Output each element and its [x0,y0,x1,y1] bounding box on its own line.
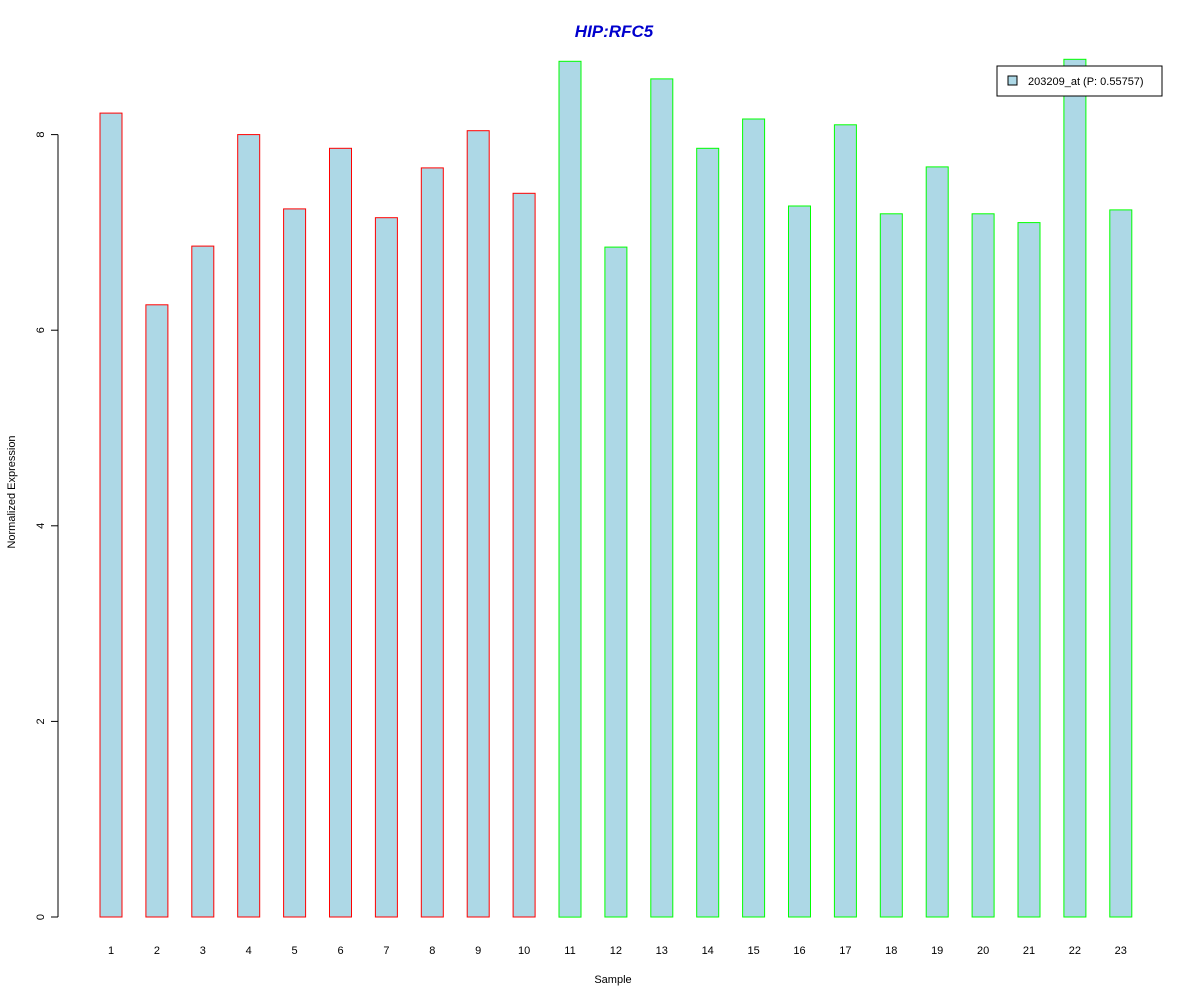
x-tick-label: 10 [518,945,530,957]
x-tick-label: 5 [292,945,298,957]
bar-sample-9 [466,130,490,918]
x-tick-label: 1 [108,945,114,957]
x-tick-label: 22 [1069,945,1081,957]
bar-sample-6 [329,147,352,918]
x-tick-label: 4 [246,945,252,957]
x-tick-label: 6 [337,945,343,957]
bar-sample-17 [833,124,857,918]
bar-sample-18 [879,213,903,918]
bar-sample-12 [604,246,628,918]
legend: 203209_at (P: 0.55757) [996,65,1163,97]
bar-sample-8 [420,167,444,918]
y-tick-label: 4 [35,523,47,529]
x-tick-label: 2 [154,945,160,957]
bar-sample-1 [99,112,123,918]
x-tick-label: 15 [747,945,759,957]
x-tick-label: 18 [885,945,897,957]
bar-sample-14 [696,147,720,918]
legend-box [996,65,1163,97]
x-tick-label: 23 [1115,945,1127,957]
bar-sample-23 [1109,209,1133,918]
bar-sample-21 [1017,222,1041,918]
bar-sample-16 [788,205,811,918]
x-tick-label: 14 [702,945,714,957]
bar-sample-10 [512,192,536,918]
x-tick-labels: 1 2 3 4 5 6 7 8 9 10 11 12 13 14 15 16 17 18 19 20 21 22 23 [108,945,1127,957]
x-tick-label: 19 [931,945,943,957]
y-axis-label: Normalized Expression [6,435,18,548]
bar-sample-13 [650,78,674,918]
y-tick-label: 2 [35,718,47,724]
bar-sample-2 [145,304,169,918]
y-tick-label: 6 [35,327,47,333]
x-tick-label: 3 [200,945,206,957]
x-tick-label: 7 [383,945,389,957]
x-tick-label: 16 [793,945,805,957]
bar-sample-20 [971,213,995,918]
bar-sample-4 [237,134,261,918]
bar-sample-19 [925,166,949,918]
x-tick-label: 8 [429,945,435,957]
x-tick-label: 20 [977,945,989,957]
bar-sample-15 [742,118,766,918]
x-axis-label: Sample [594,974,631,986]
legend-label: 203209_at (P: 0.55757) [1028,76,1144,88]
y-axis: 0 2 4 6 8 [35,132,59,920]
x-tick-label: 21 [1023,945,1035,957]
x-tick-label: 9 [475,945,481,957]
x-tick-label: 13 [656,945,668,957]
x-tick-label: 17 [839,945,851,957]
bar-sample-22 [1063,58,1087,918]
bar-sample-7 [374,217,398,918]
legend-swatch [1007,75,1018,86]
y-tick-label: 0 [35,914,47,920]
bar-sample-11 [558,60,582,918]
chart-title: HIP:RFC5 [575,22,654,41]
y-tick-label: 8 [35,132,47,138]
x-tick-label: 12 [610,945,622,957]
bar-sample-3 [191,245,215,918]
bar-sample-5 [283,208,307,918]
bars-group [99,58,1133,918]
x-tick-label: 11 [564,945,575,957]
